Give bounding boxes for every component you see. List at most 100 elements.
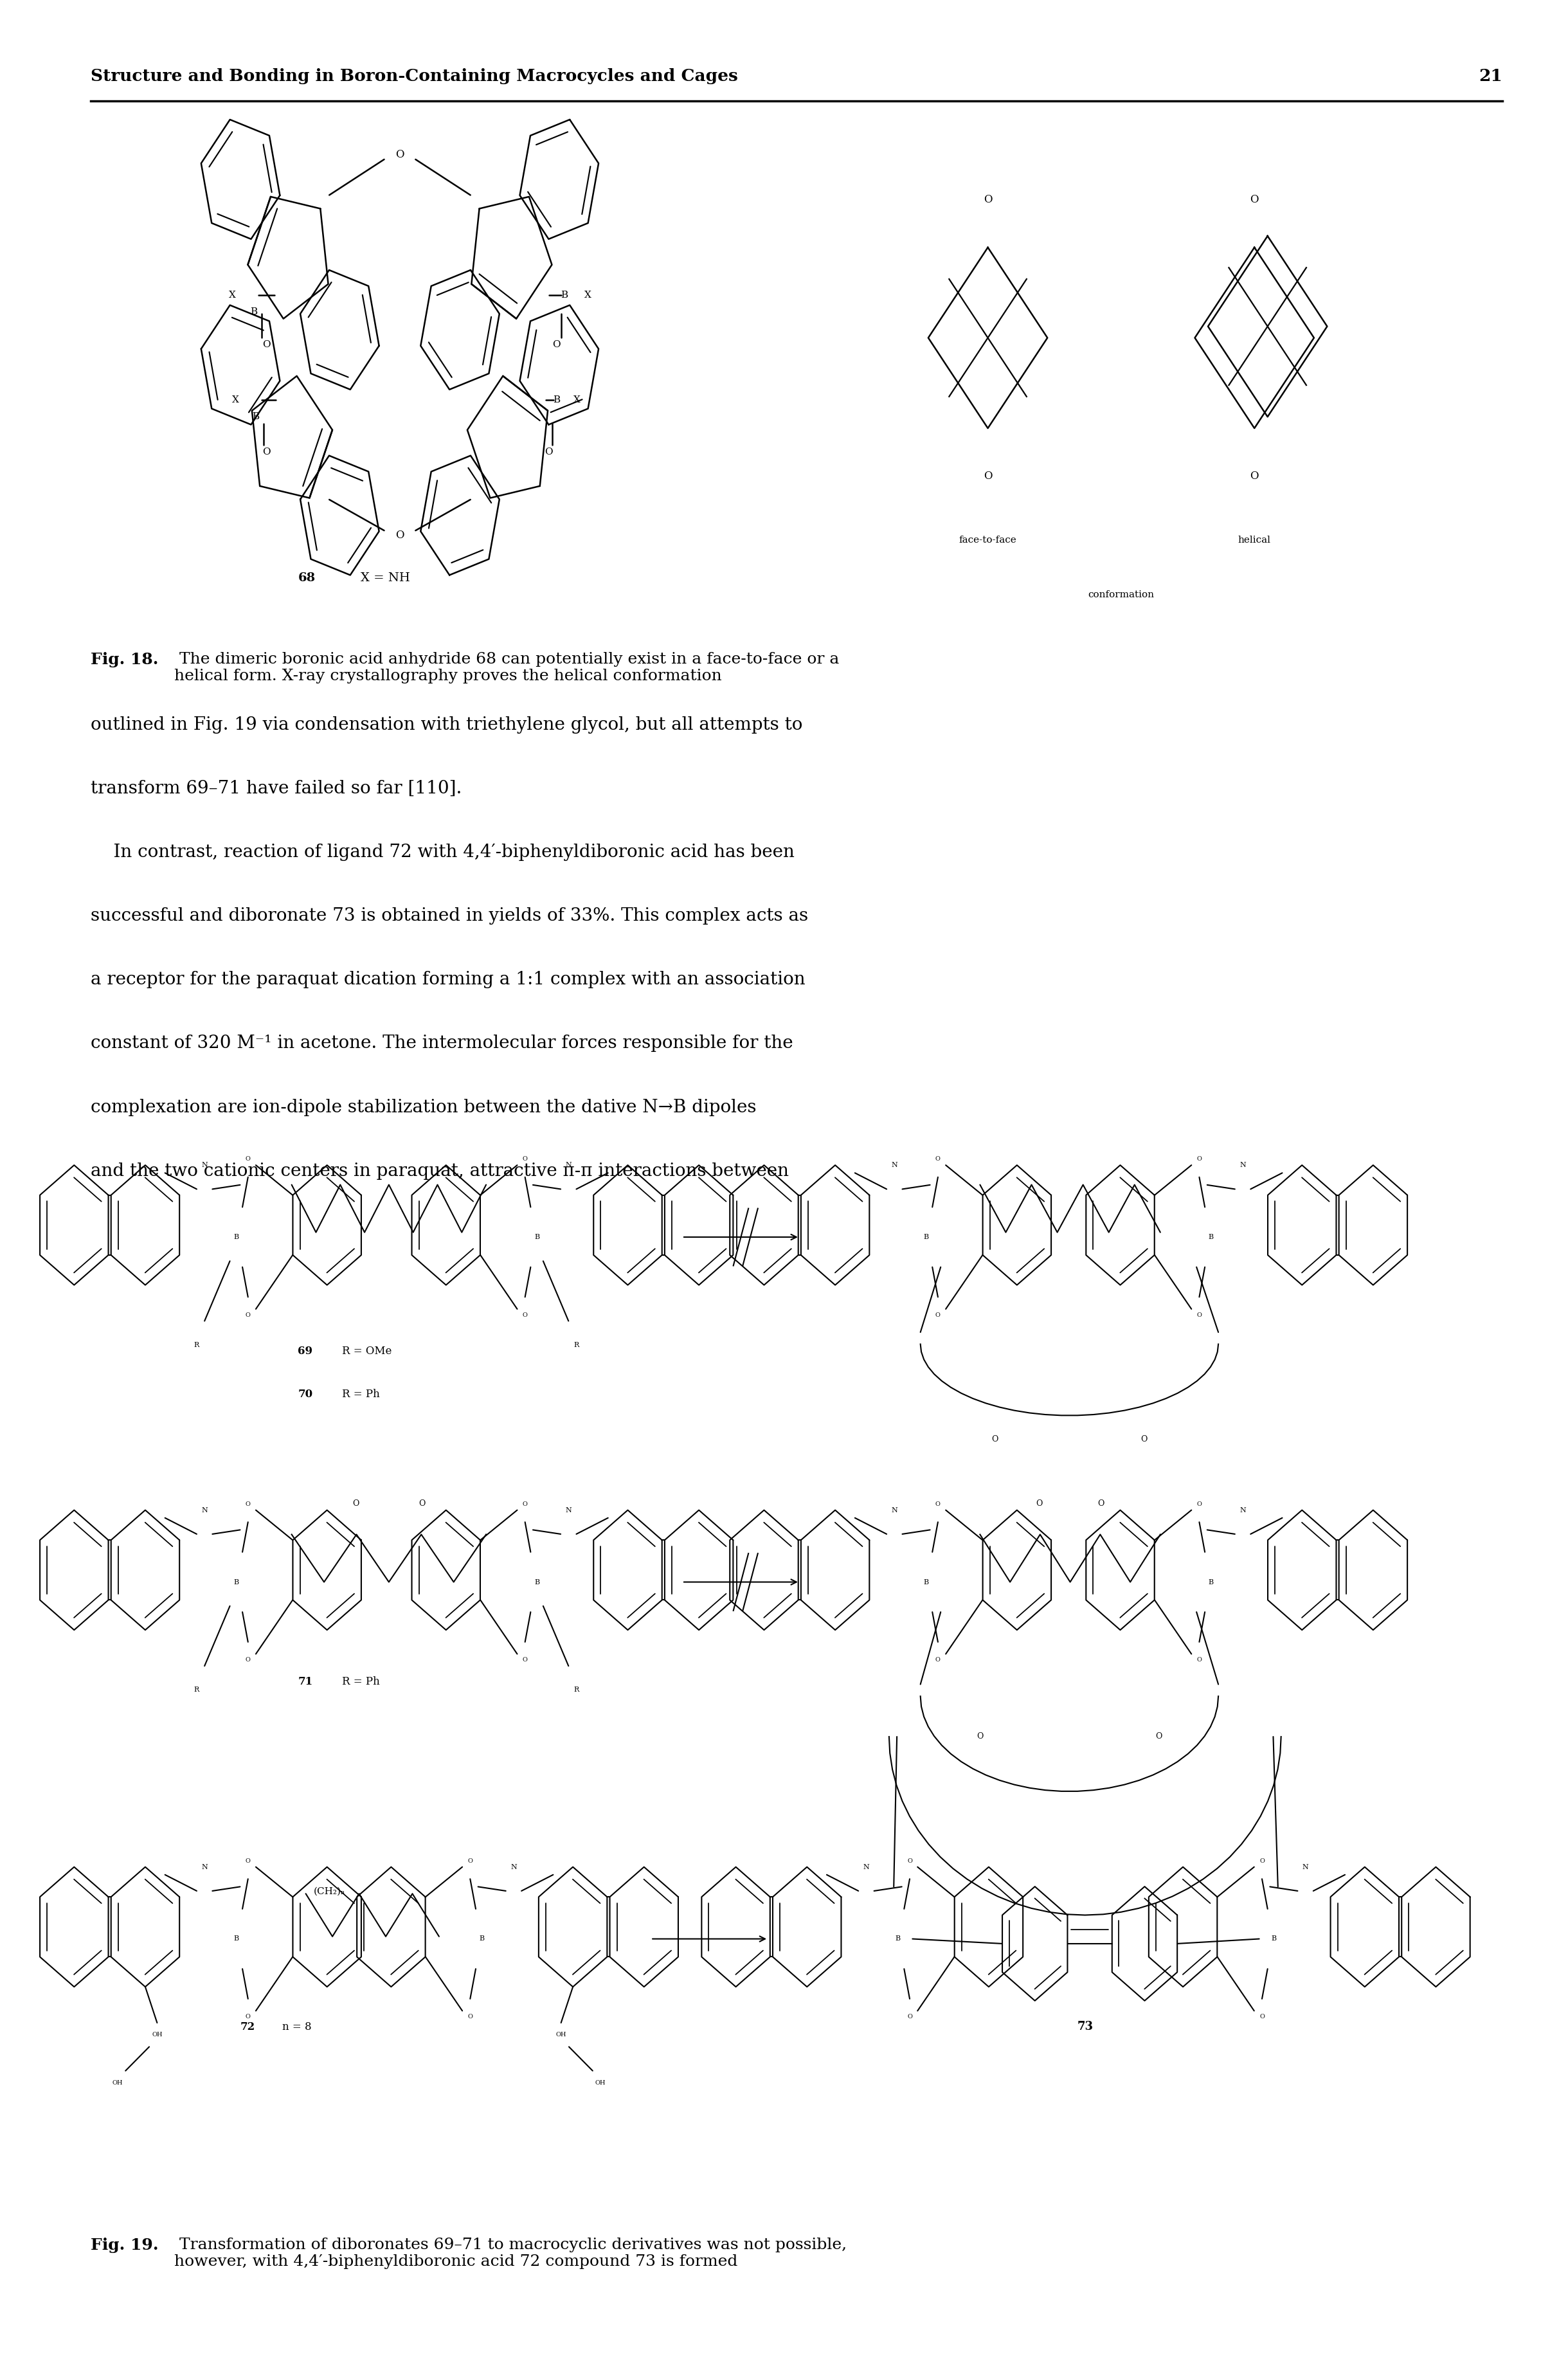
Text: O: O	[522, 1501, 527, 1506]
Text: N: N	[201, 1506, 207, 1513]
Text: X: X	[574, 395, 580, 404]
Text: OH: OH	[152, 2032, 163, 2039]
Text: O: O	[246, 1658, 251, 1663]
Text: conformation: conformation	[1088, 590, 1154, 600]
Text: N: N	[862, 1863, 869, 1870]
Text: OH: OH	[555, 2032, 566, 2039]
Text: O: O	[1259, 2015, 1264, 2020]
Text: B: B	[234, 1580, 238, 1584]
Text: O: O	[1098, 1499, 1104, 1508]
Text: B: B	[1272, 1937, 1276, 1941]
Text: O: O	[246, 2015, 251, 2020]
Text: O: O	[246, 1313, 251, 1318]
Text: O: O	[977, 1732, 983, 1741]
Text: 71: 71	[298, 1677, 312, 1687]
Text: N: N	[891, 1161, 897, 1168]
Text: N: N	[201, 1863, 207, 1870]
Text: O: O	[1259, 1858, 1264, 1863]
Text: O: O	[1196, 1156, 1201, 1161]
Text: Fig. 19.: Fig. 19.	[91, 2236, 158, 2253]
Text: X: X	[232, 395, 238, 404]
Text: Transformation of diboronates 69–71 to macrocyclic derivatives was not possible,: Transformation of diboronates 69–71 to m…	[174, 2236, 847, 2270]
Text: O: O	[544, 447, 554, 457]
Text: O: O	[936, 1313, 941, 1318]
Text: and the two cationic centers in paraquat, attractive π-π interactions between: and the two cationic centers in paraquat…	[91, 1163, 789, 1180]
Text: 68: 68	[298, 573, 315, 583]
Text: 72: 72	[240, 2022, 256, 2032]
Text: N: N	[891, 1506, 897, 1513]
Text: N: N	[1240, 1506, 1247, 1513]
Text: 69: 69	[298, 1347, 312, 1356]
Text: B: B	[1209, 1580, 1214, 1584]
Text: O: O	[936, 1658, 941, 1663]
Text: constant of 320 M⁻¹ in acetone. The intermolecular forces responsible for the: constant of 320 M⁻¹ in acetone. The inte…	[91, 1035, 793, 1052]
Text: N: N	[1240, 1161, 1247, 1168]
Text: R = Ph: R = Ph	[342, 1389, 379, 1399]
Text: O: O	[522, 1658, 527, 1663]
Text: N: N	[566, 1506, 572, 1513]
Text: B: B	[251, 307, 257, 316]
Text: O: O	[246, 1156, 251, 1161]
Text: B: B	[924, 1235, 928, 1239]
Text: O: O	[467, 2015, 472, 2020]
Text: outlined in Fig. 19 via condensation with triethylene glycol, but all attempts t: outlined in Fig. 19 via condensation wit…	[91, 716, 803, 733]
Text: O: O	[1250, 195, 1259, 205]
Text: X = NH: X = NH	[361, 573, 411, 583]
Text: O: O	[1036, 1499, 1043, 1508]
Text: N: N	[201, 1161, 207, 1168]
Text: B: B	[895, 1937, 900, 1941]
Text: In contrast, reaction of ligand 72 with 4,4′-biphenyldiboronic acid has been: In contrast, reaction of ligand 72 with …	[91, 845, 795, 861]
Text: (CH₂)ₙ: (CH₂)ₙ	[314, 1887, 345, 1896]
Text: N: N	[511, 1863, 517, 1870]
Text: O: O	[1140, 1435, 1148, 1444]
Text: complexation are ion-dipole stabilization between the dative N→B dipoles: complexation are ion-dipole stabilizatio…	[91, 1099, 757, 1116]
Text: O: O	[908, 1858, 913, 1863]
Text: X: X	[229, 290, 235, 300]
Text: N: N	[1303, 1863, 1309, 1870]
Text: O: O	[908, 2015, 913, 2020]
Text: a receptor for the paraquat dication forming a 1:1 complex with an association: a receptor for the paraquat dication for…	[91, 971, 806, 987]
Text: R: R	[194, 1342, 199, 1349]
Text: n = 8: n = 8	[282, 2022, 312, 2032]
Text: O: O	[246, 1858, 251, 1863]
Text: OH: OH	[596, 2079, 605, 2086]
Text: 70: 70	[298, 1389, 312, 1399]
Text: B: B	[234, 1235, 238, 1239]
Text: O: O	[936, 1501, 941, 1506]
Text: R: R	[574, 1687, 579, 1694]
Text: O: O	[552, 340, 561, 350]
Text: O: O	[522, 1156, 527, 1161]
Text: O: O	[419, 1499, 425, 1508]
Text: O: O	[246, 1501, 251, 1506]
Text: O: O	[983, 471, 993, 481]
Text: B: B	[234, 1937, 238, 1941]
Text: R = OMe: R = OMe	[342, 1347, 392, 1356]
Text: R = Ph: R = Ph	[342, 1677, 379, 1687]
Text: OH: OH	[113, 2079, 122, 2086]
Text: B: B	[1209, 1235, 1214, 1239]
Text: B: B	[535, 1580, 539, 1584]
Text: O: O	[353, 1499, 359, 1508]
Text: R: R	[194, 1687, 199, 1694]
Text: O: O	[395, 150, 405, 159]
Text: O: O	[1196, 1658, 1201, 1663]
Text: helical: helical	[1239, 535, 1270, 545]
Text: N: N	[566, 1161, 572, 1168]
Text: transform 69–71 have failed so far [110].: transform 69–71 have failed so far [110]…	[91, 780, 463, 797]
Text: O: O	[1196, 1313, 1201, 1318]
Text: O: O	[522, 1313, 527, 1318]
Text: B: B	[480, 1937, 485, 1941]
Text: B: B	[561, 290, 568, 300]
Text: O: O	[1156, 1732, 1162, 1741]
Text: B: B	[252, 412, 259, 421]
Text: O: O	[1250, 471, 1259, 481]
Text: O: O	[395, 531, 405, 540]
Text: Fig. 18.: Fig. 18.	[91, 652, 158, 666]
Text: face-to-face: face-to-face	[960, 535, 1016, 545]
Text: O: O	[991, 1435, 999, 1444]
Text: X: X	[585, 290, 591, 300]
Text: 73: 73	[1077, 2022, 1093, 2032]
Text: O: O	[983, 195, 993, 205]
Text: B: B	[535, 1235, 539, 1239]
Text: O: O	[467, 1858, 472, 1863]
